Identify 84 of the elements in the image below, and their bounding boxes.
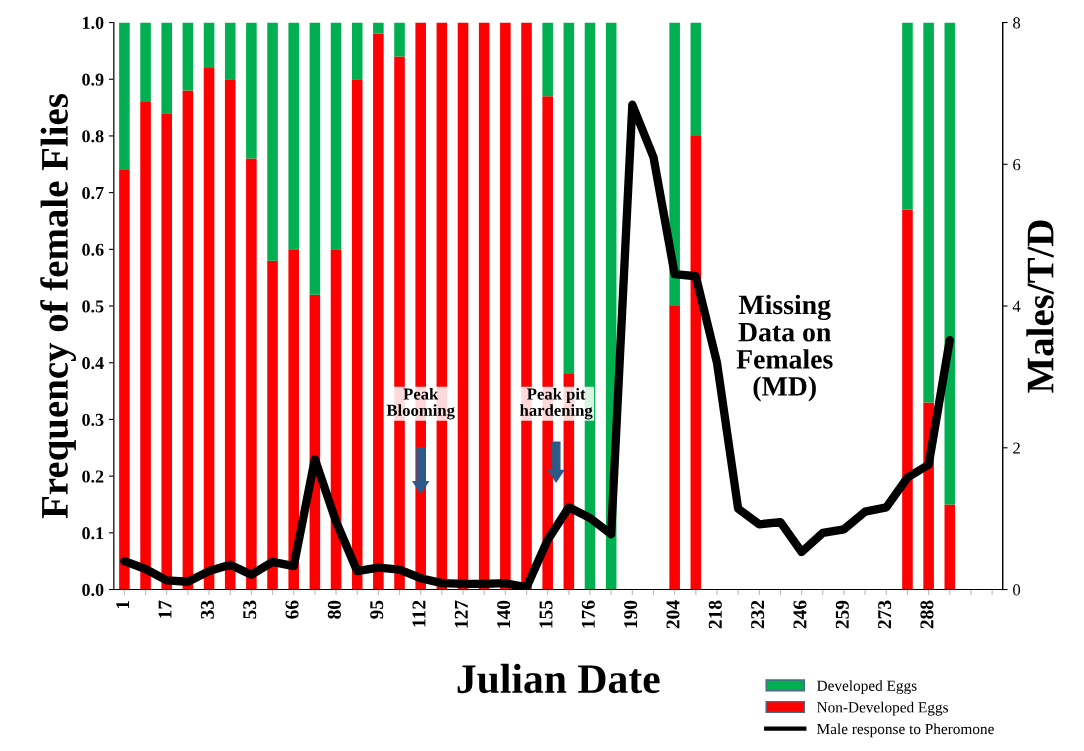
bar <box>203 67 215 590</box>
bar <box>351 22 363 80</box>
x-tick-label: 95 <box>370 600 384 619</box>
x-tick-label: 53 <box>243 600 257 619</box>
bar <box>309 22 321 295</box>
x-axis-title: Julian Date <box>457 663 660 694</box>
bar <box>267 22 278 261</box>
x-tick-label: 218 <box>708 600 722 629</box>
x-tick-label: 112 <box>412 600 426 627</box>
bar <box>669 22 680 307</box>
bar <box>902 22 913 210</box>
y2-tick-label: 4 <box>1012 300 1021 312</box>
y2-tick-label: 6 <box>1013 159 1021 171</box>
annotation: Peak pit hardening <box>519 387 593 420</box>
x-tick-label: 80 <box>327 600 341 619</box>
bar <box>119 169 130 590</box>
x-tick-label: 155 <box>539 600 553 628</box>
bar <box>457 22 469 590</box>
bar <box>373 33 384 590</box>
bar <box>224 22 236 80</box>
y2-tick-label: 2 <box>1013 442 1020 454</box>
bar <box>140 101 151 590</box>
bar <box>373 22 384 34</box>
y2-tick-label: 0 <box>1013 584 1021 596</box>
x-tick-label: 273 <box>878 600 892 629</box>
x-tick-label: 140 <box>497 600 511 628</box>
y2-tick-label: 8 <box>1013 17 1021 29</box>
bar <box>119 22 130 170</box>
x-tick-label: 259 <box>835 600 849 629</box>
bar <box>246 158 257 590</box>
legend-label: Male response to Pheromone <box>817 723 994 738</box>
x-tick-label: 17 <box>158 600 172 618</box>
bar <box>224 79 236 590</box>
bar <box>267 260 278 590</box>
x-tick-label: 204 <box>666 600 680 629</box>
bar <box>161 22 173 114</box>
y-axis-title: Frequency of female Flies <box>40 94 76 519</box>
y-tick-label: 0.7 <box>82 186 104 200</box>
x-tick-label: 232 <box>751 600 765 629</box>
bar <box>288 22 299 250</box>
x-tick-label: 33 <box>200 600 214 619</box>
bar <box>902 209 913 590</box>
y-tick-label: 0.9 <box>82 73 104 86</box>
y-tick-label: 0.4 <box>82 356 104 370</box>
bar <box>203 22 215 68</box>
y-tick-label: 0.8 <box>82 130 104 143</box>
y-tick-label: 0.3 <box>82 413 104 426</box>
y-tick-label: 0.0 <box>82 583 104 597</box>
bar <box>140 22 151 102</box>
bar <box>690 135 702 590</box>
bar <box>690 22 702 136</box>
annotation: Peak Blooming <box>386 387 455 420</box>
x-tick-label: 127 <box>454 600 468 628</box>
x-tick-label: 246 <box>793 600 807 629</box>
annotation: Missing Data on Females (MD) <box>736 294 833 402</box>
y2-axis-title: Males/T/D <box>1026 220 1054 393</box>
x-tick-label: 66 <box>285 600 299 619</box>
bar <box>563 22 575 375</box>
bar <box>478 22 490 590</box>
bar <box>246 22 257 159</box>
bar <box>330 22 342 250</box>
bar <box>394 22 405 57</box>
legend-label: Non-Developed Eggs <box>817 701 948 716</box>
bar <box>288 249 299 590</box>
y-tick-label: 0.5 <box>82 300 104 313</box>
bar <box>669 306 680 590</box>
bar <box>923 22 934 403</box>
legend-label: Developed Eggs <box>817 680 917 695</box>
bar <box>161 113 173 590</box>
bar <box>944 504 956 590</box>
bar <box>182 90 194 590</box>
x-tick-label: 1 <box>116 600 130 609</box>
y-tick-label: 0.6 <box>82 243 104 256</box>
y-tick-label: 0.2 <box>82 470 104 483</box>
bar <box>500 22 511 590</box>
x-tick-label: 288 <box>920 600 934 629</box>
bar <box>182 22 194 91</box>
bar <box>351 79 363 590</box>
x-tick-label: 190 <box>624 600 638 628</box>
bar <box>944 22 956 505</box>
y-tick-label: 1.0 <box>82 16 104 30</box>
y-tick-label: 0.1 <box>82 527 104 540</box>
bar <box>542 22 553 97</box>
x-tick-label: 176 <box>581 600 595 628</box>
